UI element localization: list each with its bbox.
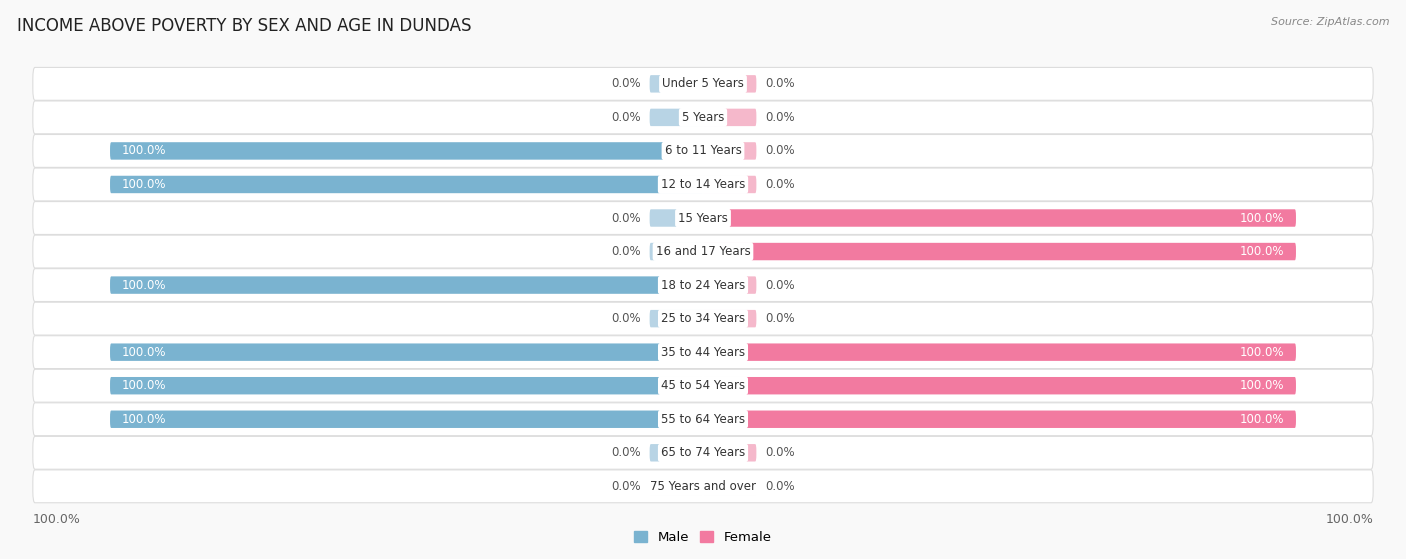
- Text: 25 to 34 Years: 25 to 34 Years: [661, 312, 745, 325]
- Text: 100.0%: 100.0%: [122, 379, 166, 392]
- FancyBboxPatch shape: [32, 470, 1374, 503]
- FancyBboxPatch shape: [703, 377, 1296, 395]
- FancyBboxPatch shape: [110, 142, 703, 160]
- Text: 55 to 64 Years: 55 to 64 Years: [661, 413, 745, 426]
- FancyBboxPatch shape: [650, 444, 703, 462]
- FancyBboxPatch shape: [32, 235, 1374, 268]
- Text: 100.0%: 100.0%: [1240, 413, 1284, 426]
- FancyBboxPatch shape: [110, 276, 703, 294]
- Legend: Male, Female: Male, Female: [634, 532, 772, 544]
- Text: 5 Years: 5 Years: [682, 111, 724, 124]
- Text: 0.0%: 0.0%: [765, 178, 794, 191]
- FancyBboxPatch shape: [650, 75, 703, 93]
- Text: 15 Years: 15 Years: [678, 211, 728, 225]
- FancyBboxPatch shape: [32, 68, 1374, 100]
- Text: 12 to 14 Years: 12 to 14 Years: [661, 178, 745, 191]
- FancyBboxPatch shape: [703, 142, 756, 160]
- Text: 100.0%: 100.0%: [1240, 211, 1284, 225]
- FancyBboxPatch shape: [32, 403, 1374, 435]
- Text: Under 5 Years: Under 5 Years: [662, 77, 744, 91]
- Text: 0.0%: 0.0%: [765, 278, 794, 292]
- Text: 6 to 11 Years: 6 to 11 Years: [665, 144, 741, 158]
- Text: 0.0%: 0.0%: [612, 245, 641, 258]
- Text: 100.0%: 100.0%: [1326, 513, 1374, 526]
- Text: 75 Years and over: 75 Years and over: [650, 480, 756, 493]
- FancyBboxPatch shape: [703, 444, 756, 462]
- Text: 65 to 74 Years: 65 to 74 Years: [661, 446, 745, 459]
- FancyBboxPatch shape: [110, 377, 703, 395]
- Text: 100.0%: 100.0%: [32, 513, 80, 526]
- FancyBboxPatch shape: [650, 477, 703, 495]
- Text: 100.0%: 100.0%: [122, 278, 166, 292]
- FancyBboxPatch shape: [110, 410, 703, 428]
- FancyBboxPatch shape: [32, 336, 1374, 368]
- Text: 100.0%: 100.0%: [1240, 345, 1284, 359]
- FancyBboxPatch shape: [32, 437, 1374, 469]
- FancyBboxPatch shape: [32, 168, 1374, 201]
- Text: 0.0%: 0.0%: [612, 446, 641, 459]
- FancyBboxPatch shape: [703, 176, 756, 193]
- Text: 0.0%: 0.0%: [765, 77, 794, 91]
- Text: 100.0%: 100.0%: [122, 144, 166, 158]
- Text: 0.0%: 0.0%: [612, 312, 641, 325]
- FancyBboxPatch shape: [703, 410, 1296, 428]
- Text: 100.0%: 100.0%: [122, 178, 166, 191]
- FancyBboxPatch shape: [703, 243, 1296, 260]
- Text: 0.0%: 0.0%: [612, 480, 641, 493]
- FancyBboxPatch shape: [703, 209, 1296, 227]
- FancyBboxPatch shape: [110, 176, 703, 193]
- FancyBboxPatch shape: [703, 108, 756, 126]
- Text: 100.0%: 100.0%: [122, 413, 166, 426]
- FancyBboxPatch shape: [32, 135, 1374, 167]
- Text: 0.0%: 0.0%: [765, 312, 794, 325]
- Text: 18 to 24 Years: 18 to 24 Years: [661, 278, 745, 292]
- FancyBboxPatch shape: [32, 302, 1374, 335]
- FancyBboxPatch shape: [703, 276, 756, 294]
- Text: 0.0%: 0.0%: [765, 480, 794, 493]
- FancyBboxPatch shape: [650, 108, 703, 126]
- Text: 0.0%: 0.0%: [612, 211, 641, 225]
- Text: 100.0%: 100.0%: [1240, 379, 1284, 392]
- FancyBboxPatch shape: [650, 310, 703, 328]
- FancyBboxPatch shape: [32, 101, 1374, 134]
- FancyBboxPatch shape: [703, 75, 756, 93]
- Text: INCOME ABOVE POVERTY BY SEX AND AGE IN DUNDAS: INCOME ABOVE POVERTY BY SEX AND AGE IN D…: [17, 17, 471, 35]
- FancyBboxPatch shape: [110, 343, 703, 361]
- Text: 16 and 17 Years: 16 and 17 Years: [655, 245, 751, 258]
- Text: 0.0%: 0.0%: [765, 446, 794, 459]
- Text: 100.0%: 100.0%: [1240, 245, 1284, 258]
- FancyBboxPatch shape: [32, 202, 1374, 234]
- Text: 35 to 44 Years: 35 to 44 Years: [661, 345, 745, 359]
- Text: 100.0%: 100.0%: [122, 345, 166, 359]
- FancyBboxPatch shape: [703, 310, 756, 328]
- FancyBboxPatch shape: [32, 369, 1374, 402]
- FancyBboxPatch shape: [650, 243, 703, 260]
- FancyBboxPatch shape: [703, 343, 1296, 361]
- FancyBboxPatch shape: [703, 477, 756, 495]
- Text: 0.0%: 0.0%: [765, 144, 794, 158]
- Text: 0.0%: 0.0%: [612, 111, 641, 124]
- FancyBboxPatch shape: [650, 209, 703, 227]
- Text: Source: ZipAtlas.com: Source: ZipAtlas.com: [1271, 17, 1389, 27]
- FancyBboxPatch shape: [32, 269, 1374, 301]
- Text: 0.0%: 0.0%: [765, 111, 794, 124]
- Text: 0.0%: 0.0%: [612, 77, 641, 91]
- Text: 45 to 54 Years: 45 to 54 Years: [661, 379, 745, 392]
